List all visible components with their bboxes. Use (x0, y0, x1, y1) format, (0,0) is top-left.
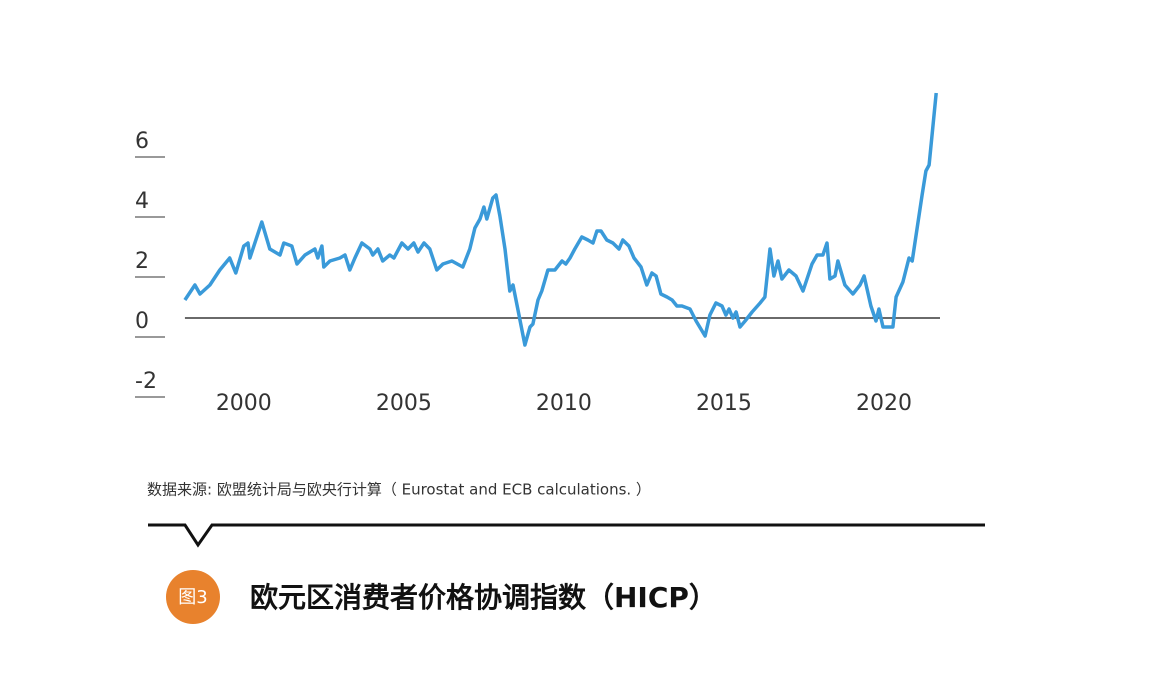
x-tick-label: 2015 (696, 391, 752, 416)
x-tick-label: 2010 (536, 391, 592, 416)
figure-badge (166, 570, 220, 624)
y-tick-label: 6 (135, 129, 149, 154)
x-tick-label: 2000 (216, 391, 272, 416)
figure-label: 图3 (178, 587, 207, 608)
data-line (183, 92, 938, 347)
source-note: 数据来源: 欧盟统计局与欧央行计算（ Eurostat and ECB calc… (147, 481, 651, 499)
x-tick-label: 2020 (856, 391, 912, 416)
y-tick-label: 0 (135, 309, 149, 334)
y-tick-label: 2 (135, 249, 149, 274)
chart-title: 欧元区消费者价格协调指数（HICP） (250, 581, 717, 614)
x-tick-label: 2005 (376, 391, 432, 416)
divider (148, 523, 985, 548)
y-tick-label: -2 (135, 369, 157, 394)
y-tick-label: 4 (135, 189, 149, 214)
